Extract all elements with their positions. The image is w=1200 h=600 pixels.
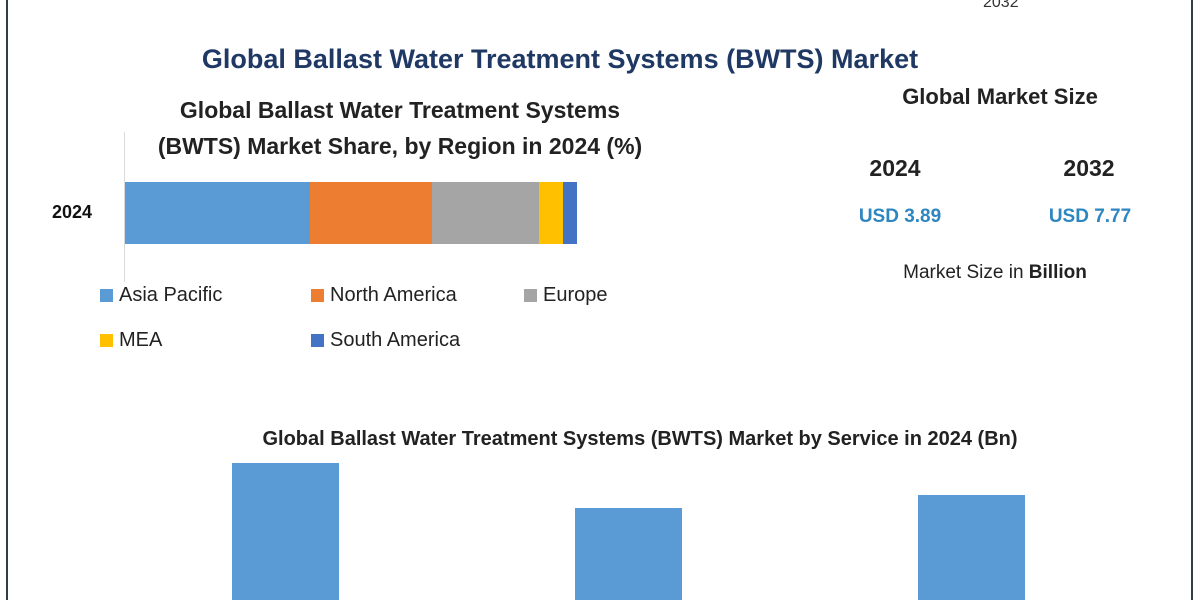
top-year-fragment: 2032 — [983, 0, 1019, 11]
legend-item-mea: MEA — [100, 329, 162, 352]
legend-label: South America — [330, 329, 461, 351]
legend-swatch — [311, 289, 324, 302]
market-size-unit: Market Size in Billion — [860, 262, 1130, 284]
bar-segment-mea — [538, 182, 564, 244]
market-size-unit-bold: Billion — [1028, 262, 1087, 283]
region-chart-category-label: 2024 — [52, 202, 93, 222]
legend-item-europe: Europe — [524, 284, 608, 307]
service-bar-3 — [917, 495, 1025, 600]
legend-swatch — [100, 334, 113, 347]
bar-segment-south-america — [563, 182, 577, 244]
market-size-year-2032: 2032 — [1063, 155, 1115, 181]
service-bar-2 — [574, 508, 682, 600]
legend-label: North America — [330, 284, 457, 306]
legend-label: Asia Pacific — [119, 284, 223, 306]
bar-segment-north-america — [310, 182, 433, 244]
market-size-title: Global Market Size — [902, 84, 1098, 109]
market-size-value-2024: USD 3.89 — [858, 206, 942, 227]
bar-segment-europe — [432, 182, 539, 244]
legend-swatch — [524, 289, 537, 302]
legend-item-south-america: South America — [311, 329, 460, 352]
market-size-value-2032: USD 7.77 — [1048, 206, 1132, 227]
bar-segment-asia-pacific — [125, 182, 311, 244]
region-share-stacked-bar — [125, 182, 577, 244]
infographic-frame — [6, 0, 1193, 600]
main-title: Global Ballast Water Treatment Systems (… — [201, 44, 919, 74]
legend-item-asia-pacific: Asia Pacific — [100, 284, 222, 307]
region-share-title-line1: Global Ballast Water Treatment Systems — [179, 97, 621, 123]
market-size-year-2024: 2024 — [869, 155, 921, 181]
service-bar-1 — [231, 463, 339, 600]
region-chart-axis-line — [124, 132, 125, 282]
region-share-chart-title: Global Ballast Water Treatment Systems (… — [130, 92, 670, 164]
region-legend: Asia Pacific North America Europe MEA South … — [100, 284, 660, 364]
legend-swatch — [100, 289, 113, 302]
legend-item-north-america: North America — [311, 284, 457, 307]
region-share-title-line2: (BWTS) Market Share, by Region in 2024 (… — [157, 133, 643, 159]
legend-label: Europe — [543, 284, 608, 306]
legend-label: MEA — [119, 329, 163, 351]
service-chart-title: Global Ballast Water Treatment Systems (… — [262, 428, 1018, 450]
legend-swatch — [311, 334, 324, 347]
market-size-unit-prefix: Market Size in — [903, 262, 1029, 283]
